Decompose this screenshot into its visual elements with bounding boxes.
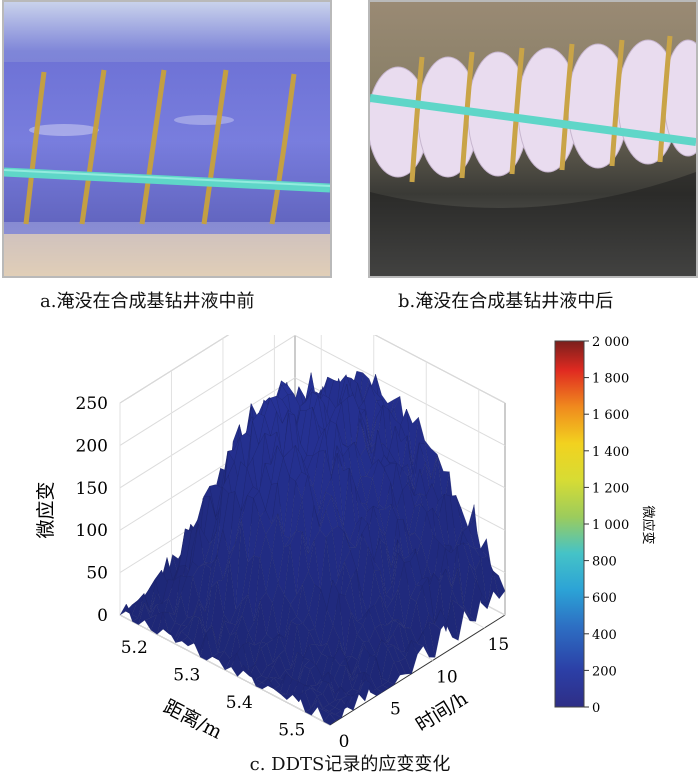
z-tick-label: 100 — [76, 521, 108, 541]
y-tick-label: 10 — [436, 667, 458, 687]
colorbar-tick-label: 800 — [592, 555, 617, 570]
colorbar-tick-label: 600 — [592, 591, 617, 606]
colorbar-tick-label: 200 — [592, 664, 617, 679]
x-axis-title: 距离/m — [160, 696, 226, 744]
z-gridline — [294, 335, 506, 446]
colorbar-ticks: 0 200 400 600 800 1 000 1 200 1 400 1 600 1 800 2 … — [584, 335, 629, 716]
z-tick-label: 150 — [76, 479, 108, 499]
caption-before: a.淹没在合成基钻井液中前 — [40, 291, 255, 312]
y-axis-title: 时间/h — [412, 688, 472, 737]
colorbar-label: 微应变 — [640, 505, 656, 544]
colorbar-tick-label: 400 — [592, 628, 617, 643]
fiber-photo-a-image — [4, 2, 330, 276]
caption-chart: c. DDTS记录的应变变化 — [249, 754, 451, 775]
colorbar-tick-label: 1 600 — [592, 408, 629, 423]
colorbar-tick-label: 1 400 — [592, 445, 629, 460]
colorbar-tick-label: 0 — [592, 701, 600, 716]
back-edge — [119, 335, 230, 404]
fiber-photo-b-image — [370, 2, 696, 276]
z-gridline — [119, 377, 296, 489]
surface-mesh — [119, 370, 506, 726]
z-gridline — [119, 335, 296, 446]
colorbar-tick-label: 1 200 — [592, 481, 629, 496]
z-tick-label: 250 — [76, 394, 108, 414]
colorbar-tick-label: 1 000 — [592, 518, 629, 533]
caption-after: b.淹没在合成基钻井液中后 — [398, 291, 614, 312]
surface-patch — [323, 713, 337, 726]
z-tick-label: 0 — [97, 606, 108, 626]
x-tick-label: 5.5 — [278, 720, 305, 740]
z-axis-title: 微应变 — [35, 481, 57, 538]
colorbar — [554, 340, 585, 708]
x-tick-label: 5.3 — [173, 665, 200, 685]
y-tick-label: 15 — [488, 635, 510, 655]
z-gridline — [374, 335, 506, 404]
z-tick-label: 50 — [86, 564, 108, 584]
photo-after-immersion — [368, 0, 698, 278]
z-tick-label: 200 — [76, 436, 108, 456]
z-gridline — [119, 335, 230, 404]
x-tick-label: 5.4 — [226, 693, 253, 713]
colorbar-tick-label: 2 000 — [592, 335, 629, 350]
colorbar-tick-label: 1 800 — [592, 372, 629, 387]
y-axis-line — [329, 614, 506, 726]
photo-before-immersion — [2, 0, 332, 278]
y-tick-label: 5 — [390, 700, 401, 720]
strain-surface-chart: 0 50 100 150 200 250 5.2 5.3 5.4 5.5 0 5 10 15 微应变距离/m… — [35, 335, 656, 747]
x-tick-label: 5.2 — [121, 638, 148, 658]
y-tick-label: 0 — [339, 732, 350, 747]
